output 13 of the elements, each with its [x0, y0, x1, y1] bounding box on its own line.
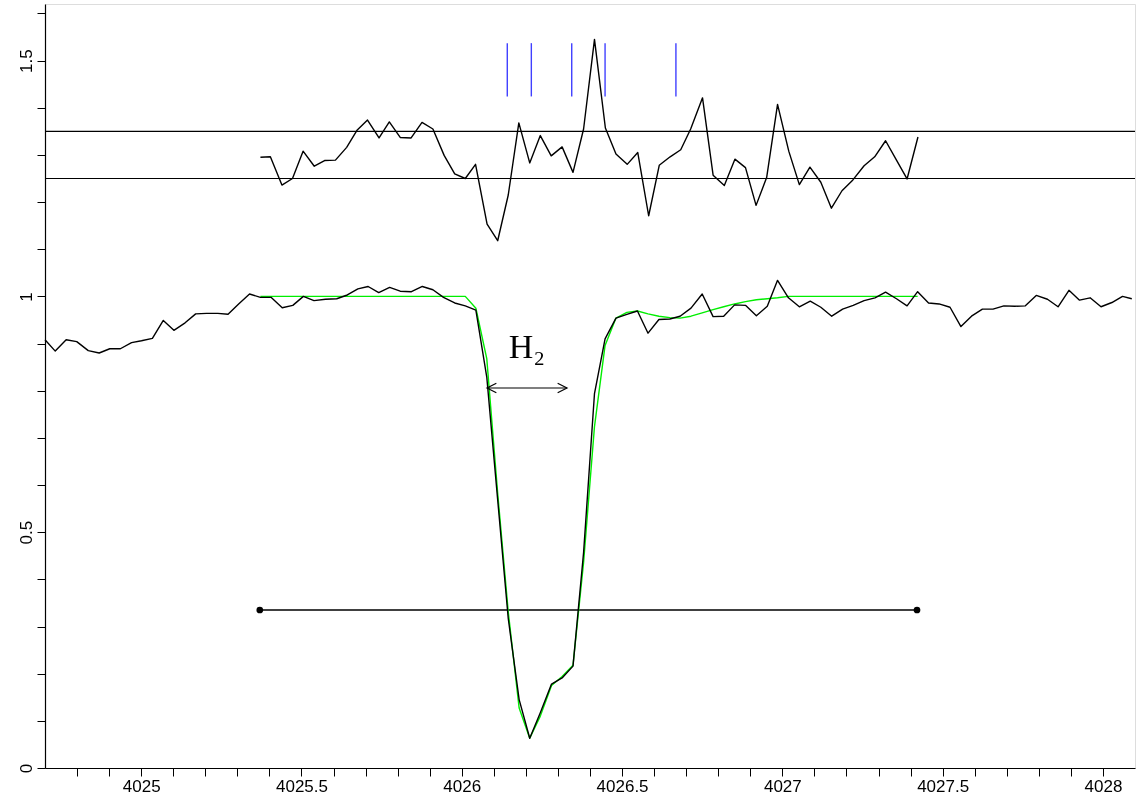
- line-series: [259, 295, 919, 739]
- x-tick-label: 4027: [763, 776, 802, 796]
- x-tick-label: 4025: [122, 776, 161, 796]
- x-tick-label: 4027.5: [917, 776, 970, 796]
- y-tick-label: 0.5: [16, 520, 36, 545]
- x-tick-label: 4025.5: [275, 776, 328, 796]
- x-tick-label: 4028: [1084, 776, 1123, 796]
- annotation: H₂: [508, 328, 546, 365]
- x-tick-label: 4026: [443, 776, 482, 796]
- x-tick-label: 4026.5: [596, 776, 649, 796]
- y-tick-label: 1: [16, 292, 36, 302]
- y-tick-label: 0: [16, 763, 36, 774]
- y-tick-label: 1.5: [16, 49, 36, 73]
